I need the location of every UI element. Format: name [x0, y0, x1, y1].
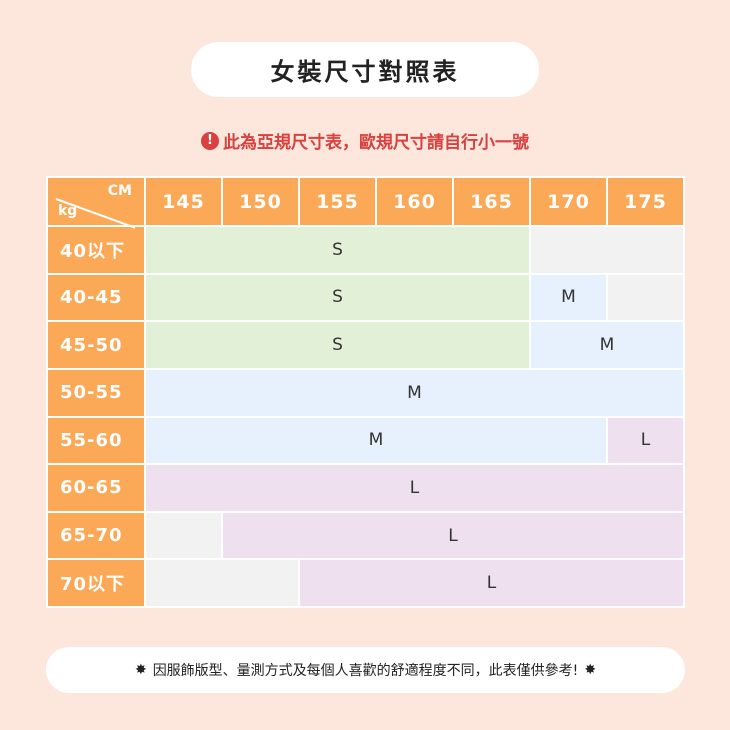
height-header: 155: [300, 178, 375, 225]
size-cell: M: [146, 417, 606, 464]
empty-cell: [146, 560, 298, 606]
weight-header: 65-70: [48, 512, 144, 559]
size-cell: L: [146, 465, 683, 511]
size-cell: S: [146, 274, 529, 321]
weight-header: 50-55: [48, 369, 144, 416]
empty-cell: [608, 274, 683, 321]
height-header: 165: [454, 178, 529, 225]
weight-header: 60-65: [48, 465, 144, 511]
weight-header: 45-50: [48, 322, 144, 368]
size-cell: L: [300, 560, 683, 606]
size-cell: M: [146, 369, 683, 416]
size-cell: M: [531, 274, 606, 321]
warning: ! 此為亞規尺寸表，歐規尺寸請自行小一號: [0, 128, 730, 153]
weight-header: 70以下: [48, 560, 144, 606]
cm-label: CM: [107, 183, 132, 199]
height-header: 160: [377, 178, 452, 225]
size-cell: S: [146, 322, 529, 368]
empty-cell: [146, 512, 221, 559]
table-corner: CM kg: [48, 178, 144, 229]
weight-header: 55-60: [48, 417, 144, 464]
weight-header: 40-45: [48, 274, 144, 321]
page-title: 女裝尺寸對照表: [191, 42, 539, 97]
height-header: 145: [146, 178, 221, 225]
size-cell: S: [146, 227, 529, 273]
starburst-icon: ✸: [134, 662, 147, 678]
warning-text: 此為亞規尺寸表，歐規尺寸請自行小一號: [223, 133, 529, 153]
exclamation-circle-icon: !: [201, 131, 219, 150]
height-header: 175: [608, 178, 683, 225]
empty-cell: [531, 227, 683, 273]
size-cell: M: [531, 322, 683, 368]
height-header: 170: [531, 178, 606, 225]
kg-label: kg: [58, 203, 78, 219]
size-cell: L: [608, 417, 683, 464]
starburst-icon: ✸: [584, 662, 597, 678]
footnote-text: 因服飾版型、量測方式及每個人喜歡的舒適程度不同，此表僅供參考!: [152, 663, 579, 679]
height-header: 150: [223, 178, 298, 225]
weight-header: 40以下: [48, 227, 144, 273]
footnote: ✸ 因服飾版型、量測方式及每個人喜歡的舒適程度不同，此表僅供參考! ✸: [46, 647, 685, 693]
size-cell: L: [223, 512, 683, 559]
size-table: CM kg 145 150 155 160 165 170 175 40以下 S 40-45 S M 4…: [46, 176, 685, 608]
